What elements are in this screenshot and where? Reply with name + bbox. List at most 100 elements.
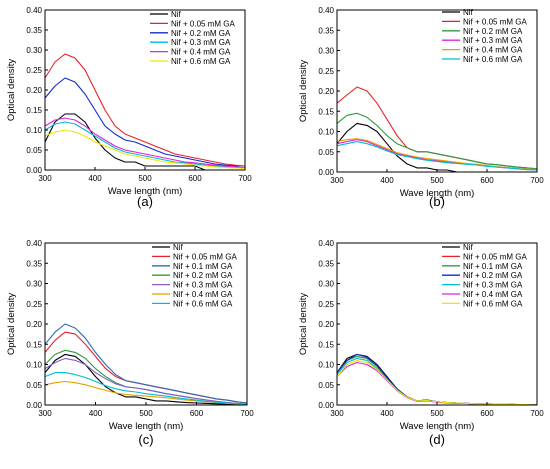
- y-tick-label-a-2: 0.10: [26, 126, 42, 135]
- legend-label-d-4: Nif + 0.3 mM GA: [463, 281, 523, 290]
- panel-label-b: (b): [429, 194, 445, 209]
- legend-label-d-1: Nif + 0.05 mM GA: [463, 252, 527, 261]
- series-line-b-1: [336, 86, 538, 170]
- series-line-a-2: [44, 77, 246, 169]
- series-line-a-5: [44, 129, 246, 169]
- x-axis-label-c: Wave length (nm): [109, 421, 184, 432]
- x-tick-label-c-0: 300: [38, 409, 52, 418]
- x-tick-label-a-4: 700: [238, 174, 252, 183]
- panel-b: 0.00 0.05 0.10 0.15 0.20 0.25 0.30 0.35 0.40 300 4…: [298, 6, 544, 209]
- legend-label-d-0: Nif: [463, 243, 474, 252]
- series-line-a-1: [44, 53, 246, 167]
- series-line-d-2: [336, 355, 538, 406]
- y-axis-label-c: Optical density: [6, 293, 17, 356]
- series-line-d-5: [336, 361, 538, 406]
- y-tick-label-a-5: 0.25: [26, 66, 42, 75]
- x-tick-label-c-4: 700: [240, 409, 254, 418]
- series-line-d-6: [336, 359, 538, 406]
- y-tick-label-c-1: 0.05: [26, 381, 42, 390]
- y-tick-label-b-0: 0.00: [318, 168, 334, 177]
- panel-label-c: (c): [138, 432, 153, 447]
- legend-label-d-5: Nif + 0.4 mM GA: [463, 290, 523, 299]
- y-tick-label-a-4: 0.20: [26, 86, 42, 95]
- y-axis-label-b: Optical density: [298, 60, 309, 123]
- x-tick-label-d-1: 400: [380, 409, 394, 418]
- panel-label-d: (d): [429, 432, 445, 447]
- y-tick-label-a-3: 0.15: [26, 106, 42, 115]
- panel-a: 0.00 0.05 0.10 0.15 0.20 0.25 0.30 0.35 0.40 300 4…: [6, 6, 252, 209]
- x-tick-label-b-4: 700: [530, 176, 544, 185]
- x-axis-label-d: Wave length (nm): [400, 421, 475, 432]
- y-tick-label-b-3: 0.15: [318, 107, 334, 116]
- y-tick-label-d-3: 0.15: [318, 340, 334, 349]
- y-tick-label-c-5: 0.25: [26, 300, 42, 309]
- legend-label-c-4: Nif + 0.3 mM GA: [173, 281, 233, 290]
- legend-label-c-6: Nif + 0.6 mM GA: [173, 299, 233, 308]
- legend-label-a-3: Nif + 0.3 mM GA: [171, 38, 231, 47]
- legend-label-b-5: Nif + 0.6 mM GA: [463, 55, 523, 64]
- y-tick-label-a-0: 0.00: [26, 166, 42, 175]
- legend-label-c-5: Nif + 0.4 mM GA: [173, 290, 233, 299]
- x-tick-label-a-0: 300: [38, 174, 52, 183]
- y-tick-label-c-0: 0.00: [26, 401, 42, 410]
- y-tick-label-d-1: 0.05: [318, 381, 334, 390]
- y-tick-label-d-2: 0.10: [318, 361, 334, 370]
- series-line-c-1: [44, 331, 248, 404]
- legend-label-c-0: Nif: [173, 243, 184, 252]
- x-tick-label-c-1: 400: [89, 409, 103, 418]
- legend-label-a-1: Nif + 0.05 mM GA: [171, 19, 235, 28]
- series-line-b-5: [336, 141, 538, 171]
- panel-c: 0.00 0.05 0.10 0.15 0.20 0.25 0.30 0.35 0.40 300 4…: [6, 239, 254, 447]
- y-tick-label-d-8: 0.40: [318, 239, 334, 248]
- legend-label-c-3: Nif + 0.2 mM GA: [173, 271, 233, 280]
- legend-label-a-4: Nif + 0.4 mM GA: [171, 48, 231, 57]
- legend-label-b-1: Nif + 0.05 mM GA: [463, 17, 527, 26]
- y-tick-label-b-6: 0.30: [318, 47, 334, 56]
- x-tick-label-b-0: 300: [330, 176, 344, 185]
- legend-label-a-2: Nif + 0.2 mM GA: [171, 29, 231, 38]
- y-tick-label-d-7: 0.35: [318, 259, 334, 268]
- x-tick-label-d-3: 600: [480, 409, 494, 418]
- x-tick-label-d-2: 500: [430, 409, 444, 418]
- y-tick-label-b-8: 0.40: [318, 6, 334, 15]
- y-tick-label-a-8: 0.40: [26, 6, 42, 15]
- panel-label-a: (a): [137, 194, 153, 209]
- legend-label-d-3: Nif + 0.2 mM GA: [463, 271, 523, 280]
- x-tick-label-a-1: 400: [88, 174, 102, 183]
- series-line-c-4: [44, 357, 248, 405]
- y-tick-label-b-5: 0.25: [318, 67, 334, 76]
- series-line-a-4: [44, 117, 246, 169]
- series-line-c-6: [44, 372, 248, 405]
- legend-label-d-6: Nif + 0.6 mM GA: [463, 299, 523, 308]
- x-tick-label-c-3: 600: [190, 409, 204, 418]
- legend-label-b-0: Nif: [463, 8, 474, 17]
- series-line-b-0: [336, 122, 537, 173]
- y-tick-label-a-1: 0.05: [26, 146, 42, 155]
- y-tick-label-c-2: 0.10: [26, 361, 42, 370]
- legend-label-c-2: Nif + 0.1 mM GA: [173, 262, 233, 271]
- y-tick-label-c-7: 0.35: [26, 259, 42, 268]
- y-tick-label-a-7: 0.35: [26, 26, 42, 35]
- x-tick-label-a-3: 600: [188, 174, 202, 183]
- y-tick-label-d-4: 0.20: [318, 320, 334, 329]
- y-tick-label-c-6: 0.30: [26, 280, 42, 289]
- y-tick-label-d-5: 0.25: [318, 300, 334, 309]
- x-tick-label-b-3: 600: [480, 176, 494, 185]
- y-tick-label-d-0: 0.00: [318, 401, 334, 410]
- legend-label-b-3: Nif + 0.3 mM GA: [463, 36, 523, 45]
- legend-label-d-2: Nif + 0.1 mM GA: [463, 262, 523, 271]
- y-tick-label-c-3: 0.15: [26, 340, 42, 349]
- legend-label-c-1: Nif + 0.05 mM GA: [173, 252, 237, 261]
- y-tick-label-c-4: 0.20: [26, 320, 42, 329]
- series-line-a-3: [44, 121, 246, 169]
- x-tick-label-c-2: 500: [139, 409, 153, 418]
- y-tick-label-b-7: 0.35: [318, 26, 334, 35]
- y-tick-label-a-6: 0.30: [26, 46, 42, 55]
- y-axis-label-a: Optical density: [6, 59, 17, 122]
- series-line-d-4: [336, 357, 538, 406]
